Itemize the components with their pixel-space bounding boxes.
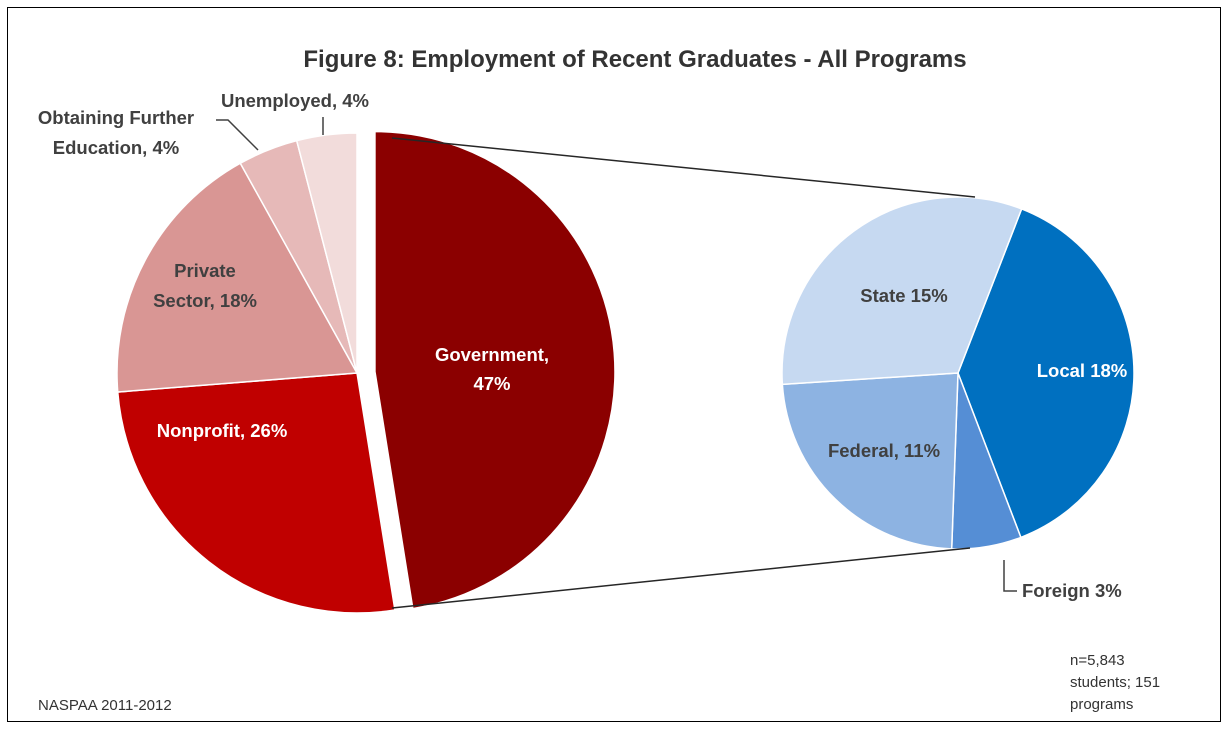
sample-size-line-3: programs (1070, 696, 1134, 713)
leader-line-further-education (216, 119, 259, 151)
sample-size-note: n=5,843 students; 151 programs (1070, 650, 1180, 716)
slice-label-government-line2: 47% (473, 373, 510, 394)
pie-slice-government (374, 130, 616, 610)
slice-label-further-education-line2: Education, 4% (53, 137, 179, 158)
slice-label-unemployed: Unemployed, 4% (221, 90, 369, 111)
pie-slice-federal (781, 372, 959, 550)
main-pie (116, 130, 616, 614)
slice-label-state: State 15% (860, 285, 947, 306)
chart-title: Figure 8: Employment of Recent Graduates… (303, 46, 966, 73)
slice-label-nonprofit: Nonprofit, 26% (157, 420, 288, 441)
pie-slice-unemployed (295, 132, 358, 374)
government-breakdown-pie (781, 196, 1135, 550)
source-note: NASPAA 2011-2012 (38, 697, 172, 714)
pie-slice-private-sector (116, 162, 359, 393)
slice-label-government-line1: Government, (435, 344, 549, 365)
slice-label-foreign: Foreign 3% (1022, 580, 1122, 601)
connector-line-bottom (391, 547, 971, 609)
slice-label-local: Local 18% (1037, 360, 1128, 381)
connector-line-top (391, 137, 976, 198)
slice-label-private-line2: Sector, 18% (153, 290, 257, 311)
sample-size-line-2: students; 151 (1070, 674, 1161, 691)
slice-label-private-line1: Private (174, 260, 236, 281)
slice-label-federal: Federal, 11% (828, 440, 940, 461)
sample-size-line-1: n=5,843 (1070, 652, 1125, 669)
pie-slice-local (957, 207, 1135, 539)
leader-line-foreign (1003, 560, 1017, 592)
pie-slice-nonprofit (116, 372, 396, 614)
slice-label-further-education-line1: Obtaining Further (38, 107, 194, 128)
pie-slice-state (781, 196, 1023, 386)
